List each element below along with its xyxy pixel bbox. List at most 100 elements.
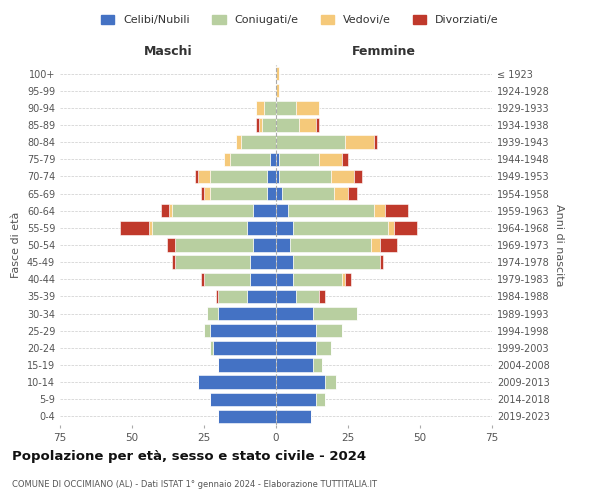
Bar [152,221,247,234]
Bar [210,341,212,354]
Bar [293,272,342,286]
Bar [172,204,253,218]
Bar [210,170,268,183]
Bar [241,136,276,149]
Bar [210,324,276,338]
Bar [250,256,276,269]
Bar [276,221,293,234]
Bar [161,204,169,218]
Bar [276,307,313,320]
Bar [299,118,316,132]
Bar [276,118,299,132]
Bar [268,170,276,183]
Bar [175,238,253,252]
Bar [121,221,149,234]
Bar [270,152,276,166]
Bar [380,238,397,252]
Bar [218,358,276,372]
Bar [276,136,345,149]
Bar [371,238,380,252]
Bar [282,187,334,200]
Bar [354,170,362,183]
Bar [250,272,276,286]
Bar [201,272,204,286]
Bar [253,238,276,252]
Bar [276,152,279,166]
Bar [342,272,345,286]
Bar [296,101,319,114]
Bar [276,204,287,218]
Bar [149,221,152,234]
Bar [256,101,265,114]
Bar [316,324,342,338]
Bar [212,341,276,354]
Bar [334,187,348,200]
Legend: Celibi/Nubili, Coniugati/e, Vedovi/e, Divorziati/e: Celibi/Nubili, Coniugati/e, Vedovi/e, Di… [97,10,503,30]
Bar [247,290,276,303]
Bar [167,238,175,252]
Bar [290,238,371,252]
Bar [276,187,282,200]
Bar [215,290,218,303]
Bar [198,170,210,183]
Bar [276,256,293,269]
Bar [230,152,270,166]
Bar [210,187,268,200]
Bar [316,341,331,354]
Bar [276,272,293,286]
Bar [313,358,322,372]
Bar [169,204,172,218]
Bar [287,204,374,218]
Bar [316,392,325,406]
Bar [319,152,342,166]
Bar [316,118,319,132]
Bar [276,358,313,372]
Bar [198,376,276,389]
Text: Femmine: Femmine [352,45,416,58]
Text: COMUNE DI OCCIMIANO (AL) - Dati ISTAT 1° gennaio 2024 - Elaborazione TUTTITALIA.: COMUNE DI OCCIMIANO (AL) - Dati ISTAT 1°… [12,480,377,489]
Bar [276,341,316,354]
Bar [253,204,276,218]
Y-axis label: Fasce di età: Fasce di età [11,212,21,278]
Text: Maschi: Maschi [143,45,193,58]
Bar [394,221,417,234]
Bar [256,118,259,132]
Bar [342,152,348,166]
Bar [210,392,276,406]
Bar [207,307,218,320]
Bar [276,410,311,423]
Bar [319,290,325,303]
Bar [201,187,204,200]
Bar [345,272,351,286]
Bar [374,136,377,149]
Bar [296,290,319,303]
Bar [388,221,394,234]
Bar [276,290,296,303]
Bar [276,170,279,183]
Y-axis label: Anni di nascita: Anni di nascita [554,204,563,286]
Bar [348,187,356,200]
Bar [218,410,276,423]
Bar [204,272,250,286]
Bar [172,256,175,269]
Bar [279,152,319,166]
Bar [259,118,262,132]
Bar [279,170,331,183]
Bar [380,256,383,269]
Bar [385,204,409,218]
Bar [276,84,279,98]
Bar [247,221,276,234]
Bar [204,324,210,338]
Text: Popolazione per età, sesso e stato civile - 2024: Popolazione per età, sesso e stato civil… [12,450,366,463]
Bar [276,238,290,252]
Bar [276,324,316,338]
Bar [265,101,276,114]
Bar [224,152,230,166]
Bar [218,307,276,320]
Bar [293,256,380,269]
Bar [196,170,198,183]
Bar [204,187,210,200]
Bar [268,187,276,200]
Bar [293,221,388,234]
Bar [236,136,241,149]
